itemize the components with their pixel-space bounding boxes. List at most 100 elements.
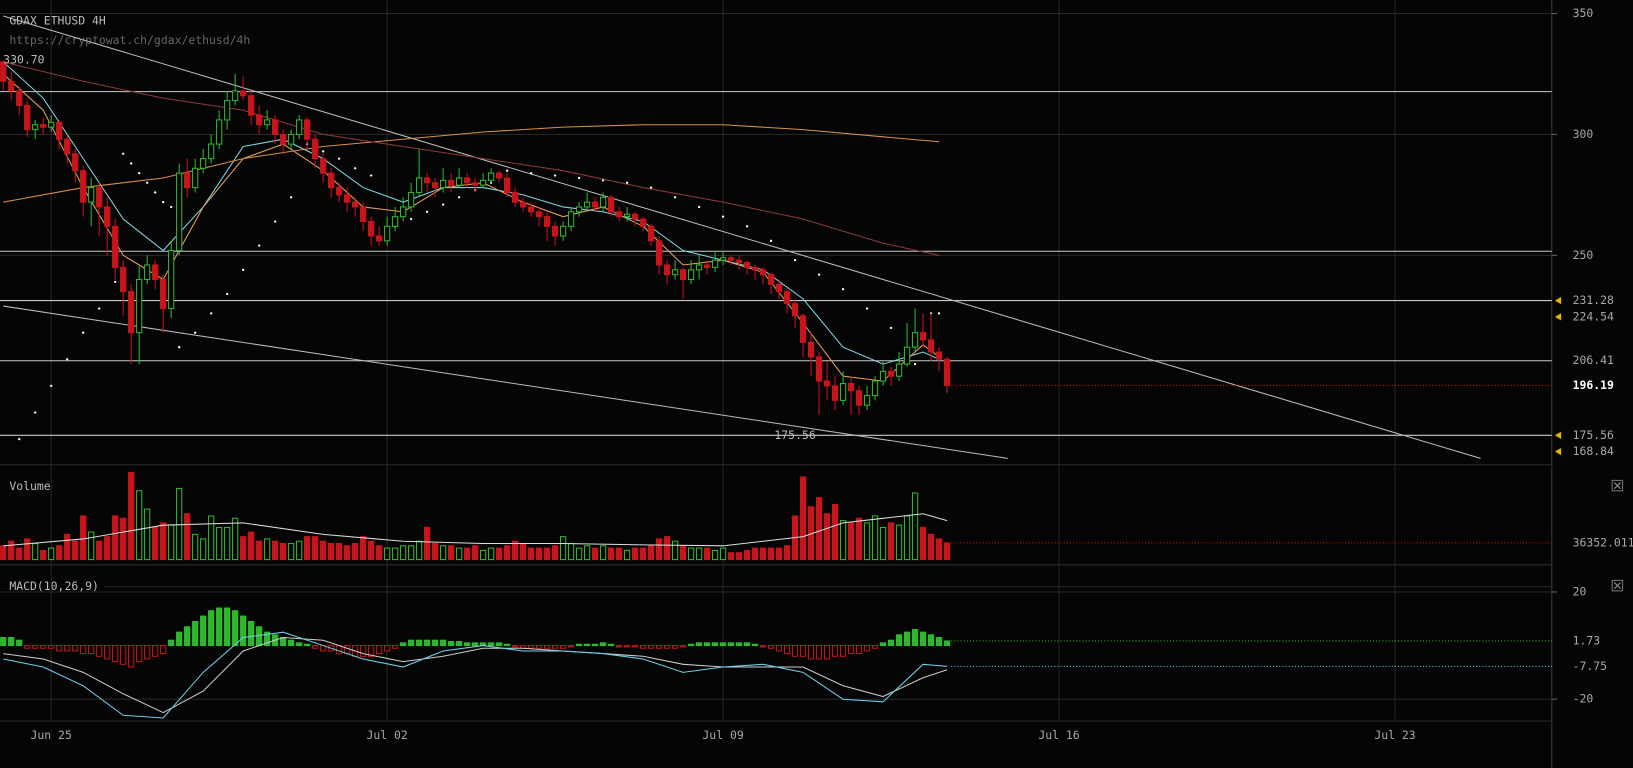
- candle-body: [336, 187, 343, 196]
- x-tick-label: Jul 16: [1038, 728, 1079, 742]
- macd-bar: [456, 641, 463, 647]
- volume-bar: [48, 547, 55, 561]
- macd-bar: [903, 631, 911, 647]
- volume-bar: [280, 543, 287, 561]
- macd-bar: [839, 645, 847, 657]
- volume-bar: [64, 533, 71, 561]
- candle-body: [232, 90, 239, 102]
- volume-bar: [527, 547, 535, 561]
- candle-body: [288, 133, 295, 145]
- macd-bar: [432, 639, 439, 647]
- volume-bar: [456, 547, 463, 561]
- candle-body: [623, 213, 631, 218]
- sar-dot: [290, 196, 293, 199]
- volume-bar: [72, 540, 79, 561]
- macd-bar: [559, 645, 567, 649]
- candle-body: [472, 182, 479, 186]
- volume-bar: [288, 543, 295, 561]
- volume-bar: [815, 497, 823, 561]
- volume-bar: [599, 545, 607, 561]
- volume-bar: [440, 545, 447, 561]
- volume-bar: [192, 533, 199, 561]
- macd-bar: [535, 645, 543, 649]
- macd-bar: [192, 620, 199, 647]
- volume-bar: [328, 543, 335, 561]
- close-volume[interactable]: [1611, 479, 1624, 492]
- volume-bar: [639, 547, 647, 561]
- volume-bar: [783, 545, 791, 561]
- macd-bar: [695, 642, 703, 647]
- volume-bar: [591, 547, 599, 561]
- volume-bar: [727, 552, 735, 561]
- macd-bar: [815, 645, 823, 660]
- volume-bar: [80, 515, 87, 561]
- macd-bar: [679, 645, 687, 648]
- macd-bar: [256, 626, 263, 647]
- volume-bar: [120, 517, 127, 561]
- volume-bar: [448, 545, 455, 561]
- candle-body: [655, 240, 663, 266]
- macd-bar: [687, 643, 695, 647]
- volume-bar: [767, 547, 775, 561]
- candle-body: [631, 213, 639, 220]
- candle-body: [615, 211, 623, 218]
- candle-body: [695, 264, 703, 271]
- sar-dot: [865, 307, 869, 310]
- volume-bar: [927, 533, 935, 561]
- macd-bar: [264, 631, 271, 647]
- candle-body: [360, 206, 367, 222]
- candle-body: [440, 179, 447, 189]
- close-macd[interactable]: [1611, 579, 1624, 592]
- macd-bar: [751, 643, 759, 647]
- macd-bar: [368, 645, 375, 657]
- sar-dot: [82, 331, 85, 334]
- candle-body: [168, 249, 175, 310]
- macd-bar: [671, 645, 679, 649]
- macd-bar: [0, 637, 7, 647]
- volume-bar: [511, 540, 519, 561]
- volume-bar: [0, 545, 7, 561]
- macd-bar: [176, 631, 183, 647]
- macd-bar: [599, 642, 607, 647]
- volume-bar: [943, 542, 951, 561]
- candle-body: [200, 158, 207, 169]
- candle-body: [112, 225, 119, 268]
- macd-bar: [703, 642, 711, 647]
- candle-body: [927, 339, 935, 353]
- candle-body: [511, 191, 519, 203]
- macd-bar: [64, 645, 71, 652]
- volume-bar: [751, 547, 759, 561]
- volume-bar: [392, 547, 399, 561]
- trend-line: [3, 305, 1008, 459]
- volume-bar: [615, 547, 623, 561]
- price-label: 206.41: [1573, 353, 1614, 367]
- sar-dot: [721, 215, 725, 218]
- sar-dot: [649, 186, 653, 189]
- volume-bar: [663, 536, 671, 561]
- volume-bar: [847, 522, 855, 561]
- volume-ma: [3, 513, 948, 547]
- candle-body: [32, 124, 39, 131]
- candle-body: [743, 262, 751, 268]
- candle-body: [448, 179, 455, 186]
- volume-bar: [488, 547, 495, 561]
- sar-dot: [529, 171, 533, 175]
- candle-body: [575, 206, 583, 213]
- sar-dot: [505, 169, 509, 172]
- macd-bar: [136, 645, 143, 663]
- volume-bar: [575, 547, 583, 561]
- candle-body: [24, 104, 31, 131]
- volume-bar: [296, 540, 303, 561]
- candle-body: [647, 225, 655, 242]
- macd-bar: [807, 645, 815, 660]
- candle-body: [392, 216, 399, 227]
- volume-bar: [671, 540, 679, 561]
- price-label: 224.54: [1573, 309, 1614, 323]
- candle-body: [839, 382, 847, 401]
- macd-label: -7.75: [1573, 659, 1607, 673]
- candle-body: [831, 385, 839, 401]
- candle-body: [160, 278, 167, 310]
- volume-bar: [304, 536, 311, 561]
- macd-bar: [567, 645, 575, 648]
